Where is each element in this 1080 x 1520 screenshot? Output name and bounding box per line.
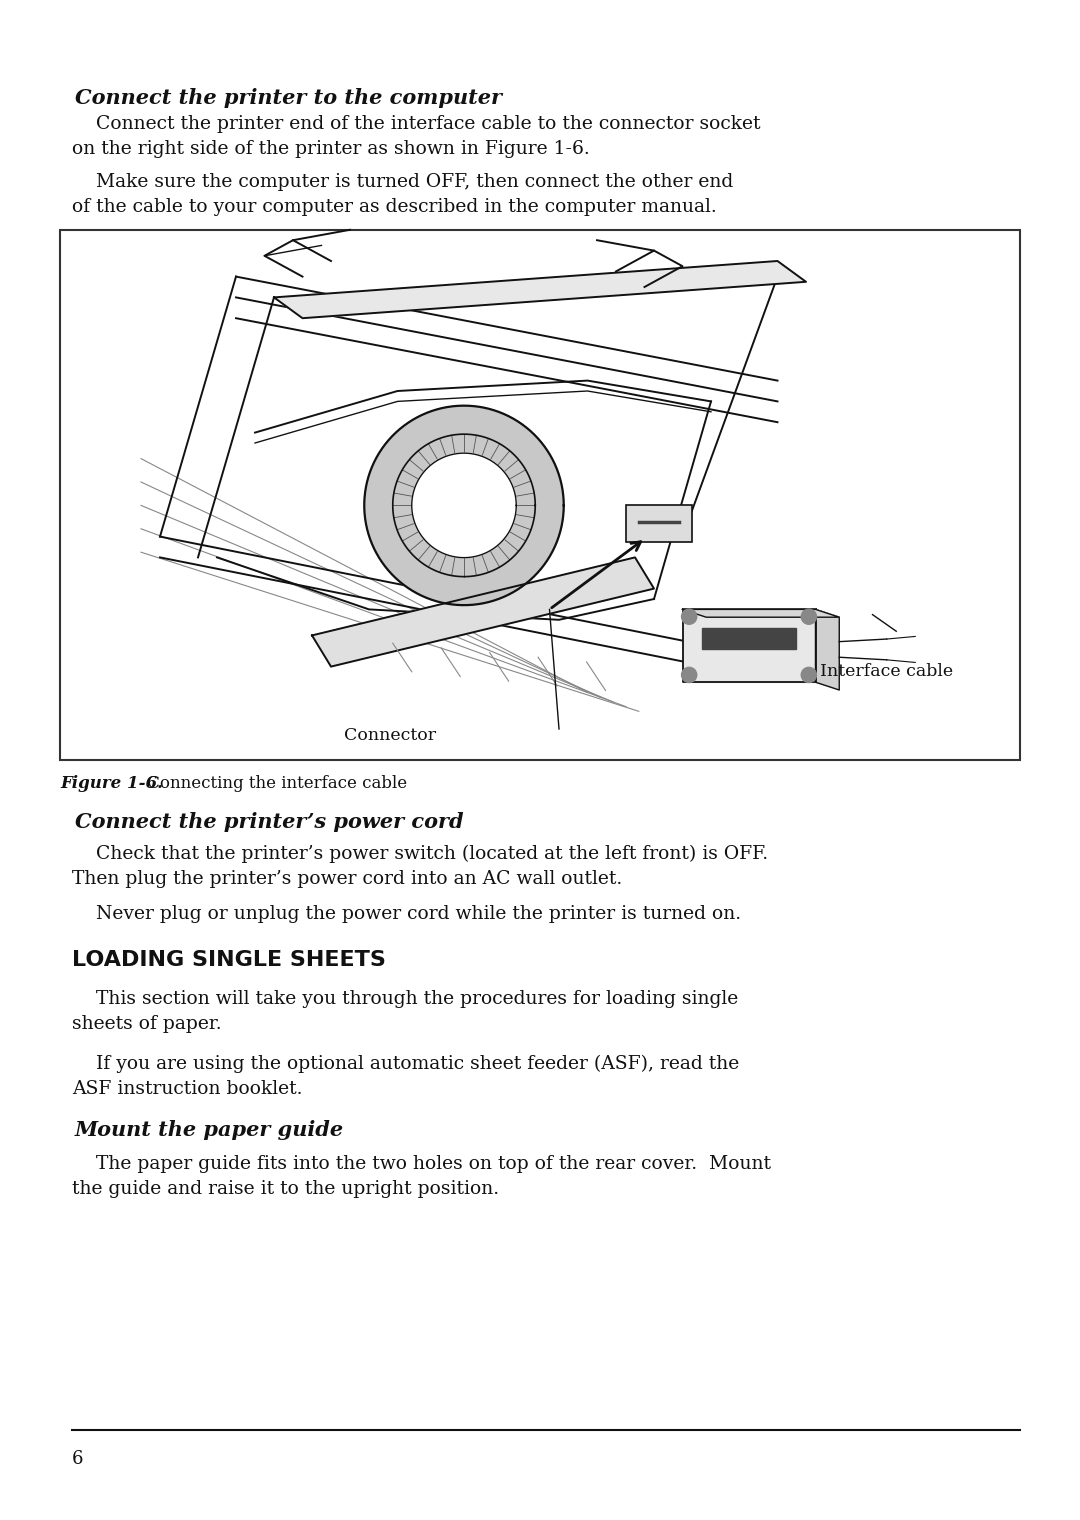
Polygon shape <box>411 453 516 558</box>
Text: the guide and raise it to the upright position.: the guide and raise it to the upright po… <box>72 1180 499 1198</box>
Text: If you are using the optional automatic sheet feeder (ASF), read the: If you are using the optional automatic … <box>72 1055 739 1073</box>
Text: This section will take you through the procedures for loading single: This section will take you through the p… <box>72 990 739 1008</box>
Bar <box>60 230 1020 760</box>
Circle shape <box>681 610 697 625</box>
Text: Connect the printer end of the interface cable to the connector socket: Connect the printer end of the interface… <box>72 116 760 134</box>
Polygon shape <box>274 261 806 318</box>
Text: Mount the paper guide: Mount the paper guide <box>75 1120 345 1140</box>
Text: Connect the printer to the computer: Connect the printer to the computer <box>75 88 502 108</box>
Text: Connecting the interface cable: Connecting the interface cable <box>141 775 407 792</box>
Bar <box>625 506 692 541</box>
Text: of the cable to your computer as described in the computer manual.: of the cable to your computer as describ… <box>72 198 717 216</box>
Polygon shape <box>702 628 796 649</box>
Text: Make sure the computer is turned OFF, then connect the other end: Make sure the computer is turned OFF, th… <box>72 173 733 192</box>
Text: Never plug or unplug the power cord while the printer is turned on.: Never plug or unplug the power cord whil… <box>72 904 741 923</box>
Text: Interface cable: Interface cable <box>820 664 954 681</box>
Text: sheets of paper.: sheets of paper. <box>72 1015 221 1034</box>
Text: Figure 1-6.: Figure 1-6. <box>60 775 163 792</box>
Text: 6: 6 <box>72 1450 83 1468</box>
Circle shape <box>801 667 816 682</box>
Text: Then plug the printer’s power cord into an AC wall outlet.: Then plug the printer’s power cord into … <box>72 869 622 888</box>
Text: ASF instruction booklet.: ASF instruction booklet. <box>72 1081 302 1097</box>
Polygon shape <box>683 610 815 682</box>
Polygon shape <box>683 610 839 617</box>
Text: Connector: Connector <box>343 727 436 743</box>
Polygon shape <box>312 558 654 667</box>
Circle shape <box>801 610 816 625</box>
Text: Connect the printer’s power cord: Connect the printer’s power cord <box>75 812 463 831</box>
Text: LOADING SINGLE SHEETS: LOADING SINGLE SHEETS <box>72 950 386 970</box>
Polygon shape <box>364 406 564 605</box>
Circle shape <box>681 667 697 682</box>
Text: The paper guide fits into the two holes on top of the rear cover.  Mount: The paper guide fits into the two holes … <box>72 1155 771 1173</box>
Polygon shape <box>815 610 839 690</box>
Text: Check that the printer’s power switch (located at the left front) is OFF.: Check that the printer’s power switch (l… <box>72 845 768 863</box>
Text: on the right side of the printer as shown in Figure 1-6.: on the right side of the printer as show… <box>72 140 590 158</box>
